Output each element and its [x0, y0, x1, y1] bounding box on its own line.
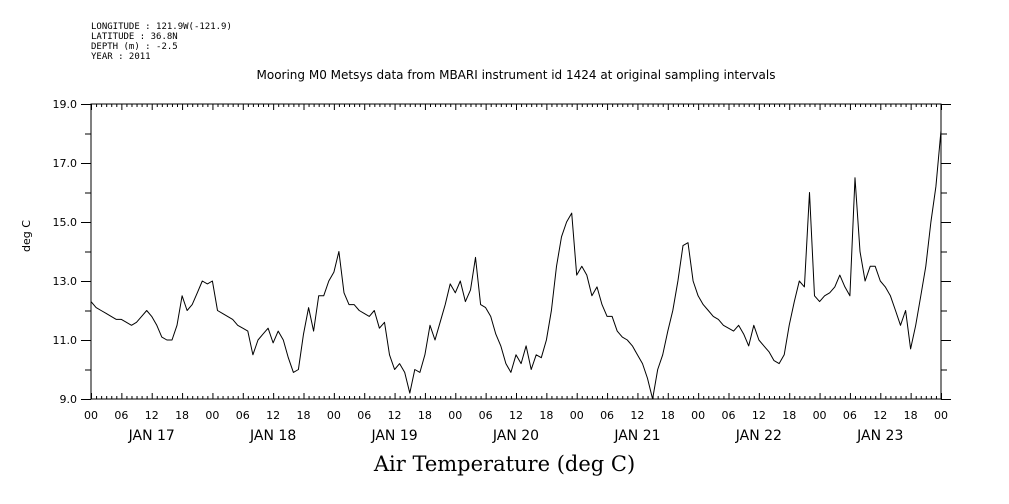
x-tick-label: 06 [114, 409, 128, 422]
x-tick-label: 00 [84, 409, 98, 422]
x-tick-label: 18 [782, 409, 796, 422]
x-tick-label: 06 [600, 409, 614, 422]
x-day-label: JAN 18 [249, 428, 296, 444]
x-tick-label: 06 [479, 409, 493, 422]
y-tick-label: 13.0 [53, 275, 78, 288]
x-tick-label: 06 [843, 409, 857, 422]
x-tick-label: 00 [813, 409, 827, 422]
x-day-label: JAN 22 [735, 428, 782, 444]
x-day-label: JAN 17 [128, 428, 175, 444]
y-tick-label: 9.0 [60, 393, 78, 406]
x-tick-label: 18 [418, 409, 432, 422]
x-tick-label: 06 [357, 409, 371, 422]
x-tick-label: 06 [722, 409, 736, 422]
x-tick-label: 06 [236, 409, 250, 422]
x-tick-label: 12 [266, 409, 280, 422]
x-day-label: JAN 23 [856, 428, 903, 444]
x-tick-label: 18 [297, 409, 311, 422]
x-tick-label: 12 [873, 409, 887, 422]
y-tick-label: 11.0 [53, 334, 78, 347]
x-tick-label: 12 [752, 409, 766, 422]
y-tick-label: 15.0 [53, 216, 78, 229]
x-day-label: JAN 19 [370, 428, 417, 444]
x-tick-label: 00 [934, 409, 948, 422]
x-tick-label: 12 [630, 409, 644, 422]
chart-title: Mooring M0 Metsys data from MBARI instru… [256, 68, 776, 82]
x-tick-label: 18 [661, 409, 675, 422]
x-day-label: JAN 20 [492, 428, 539, 444]
depth-label: DEPTH (m) : -2.5 [91, 42, 178, 52]
x-tick-label: 12 [509, 409, 523, 422]
x-tick-label: 00 [205, 409, 219, 422]
footer-title: Air Temperature (deg C) [373, 452, 636, 476]
year-label: YEAR : 2011 [91, 52, 151, 62]
x-tick-label: 00 [327, 409, 341, 422]
x-tick-label: 12 [145, 409, 159, 422]
x-tick-label: 00 [691, 409, 705, 422]
latitude-label: LATITUDE : 36.8N [91, 32, 178, 42]
x-tick-label: 00 [448, 409, 462, 422]
y-tick-label: 19.0 [53, 98, 78, 111]
x-tick-label: 18 [175, 409, 189, 422]
longitude-label: LONGITUDE : 121.9W(-121.9) [91, 22, 232, 32]
x-tick-label: 12 [388, 409, 402, 422]
x-tick-label: 18 [539, 409, 553, 422]
y-tick-label: 17.0 [53, 157, 78, 170]
x-tick-label: 18 [904, 409, 918, 422]
air-temperature-line [90, 130, 942, 400]
x-tick-label: 00 [570, 409, 584, 422]
x-day-label: JAN 21 [613, 428, 660, 444]
